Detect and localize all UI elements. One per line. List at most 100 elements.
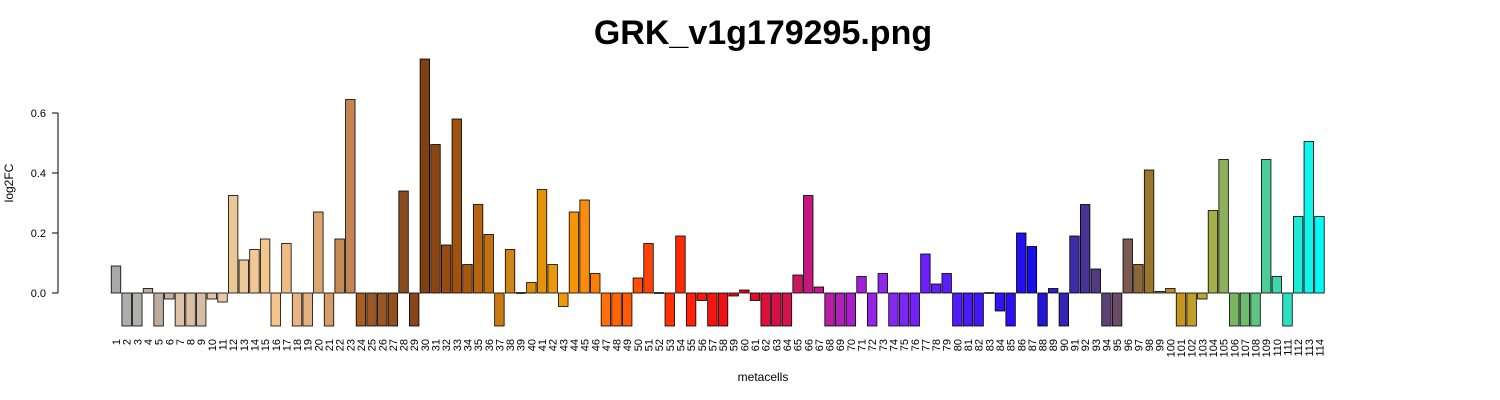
bar-metacell-96 — [1122, 238, 1133, 294]
bar-metacell-75 — [898, 292, 910, 327]
x-tick-label: 56 — [697, 339, 709, 351]
bar-metacell-10 — [206, 292, 218, 300]
bar-metacell-68 — [824, 292, 835, 327]
x-tick-label: 76 — [910, 339, 922, 351]
x-tick-label: 71 — [857, 339, 869, 351]
x-tick-label: 105 — [1219, 339, 1231, 357]
x-tick-label: 74 — [888, 339, 900, 351]
x-tick-label: 70 — [846, 339, 858, 351]
x-tick-label: 57 — [707, 339, 719, 351]
bar-metacell-91 — [1069, 235, 1080, 294]
x-tick-label: 99 — [1155, 339, 1167, 351]
y-axis: 0.0 0.2 0.4 0.6 — [31, 108, 59, 300]
x-tick-label: 43 — [558, 339, 570, 351]
x-tick-label: 38 — [505, 339, 517, 351]
x-tick-label: 34 — [462, 339, 474, 351]
x-tick-label: 98 — [1144, 339, 1156, 351]
bar-metacell-100 — [1165, 288, 1176, 294]
bar-metacell-73 — [877, 273, 888, 294]
bar-metacell-24 — [355, 292, 367, 327]
bar-metacell-5 — [153, 292, 164, 327]
x-tick-label: 101 — [1176, 339, 1188, 357]
x-tick-label: 62 — [761, 339, 773, 351]
x-tick-label: 41 — [537, 339, 549, 351]
bar-metacell-57 — [707, 292, 718, 327]
bar-metacell-107 — [1239, 292, 1251, 327]
bar-metacell-4 — [142, 288, 154, 294]
x-tick-label: 87 — [1027, 339, 1039, 351]
bar-metacell-21 — [323, 292, 335, 327]
bar-metacell-76 — [909, 292, 920, 327]
bar-metacell-105 — [1218, 159, 1229, 294]
x-tick-label: 73 — [878, 339, 890, 351]
x-tick-label: 114 — [1314, 339, 1326, 357]
bar-metacell-83 — [984, 292, 995, 294]
bar-metacell-62 — [760, 292, 771, 327]
bar-metacell-54 — [675, 235, 686, 294]
bar-metacell-44 — [568, 211, 580, 294]
bar-metacell-84 — [994, 292, 1006, 312]
bar-metacell-103 — [1197, 292, 1208, 300]
x-tick-label: 16 — [271, 339, 283, 351]
x-tick-label: 24 — [356, 339, 368, 351]
bar-metacell-90 — [1058, 292, 1069, 327]
x-tick-label: 60 — [739, 339, 751, 351]
x-tick-label: 69 — [835, 339, 847, 351]
x-tick-label: 102 — [1187, 339, 1199, 357]
bar-metacell-27 — [387, 292, 399, 327]
x-tick-label: 30 — [420, 339, 432, 351]
x-axis-label: metacells — [738, 370, 789, 384]
x-tick-label: 96 — [1123, 339, 1135, 351]
x-tick-label: 55 — [686, 339, 698, 351]
x-tick-label: 104 — [1208, 339, 1220, 357]
x-tick-label: 1 — [111, 339, 123, 345]
bar-metacell-108 — [1250, 292, 1261, 327]
bar-metacell-51 — [643, 243, 654, 294]
bar-metacell-18 — [291, 292, 303, 327]
x-tick-label: 6 — [164, 339, 176, 345]
x-tick-label: 89 — [1048, 339, 1060, 351]
x-tick-label: 92 — [1080, 339, 1092, 351]
y-axis-label: log2FC — [2, 163, 16, 202]
bar-metacell-58 — [717, 292, 729, 327]
bar-metacell-102 — [1186, 292, 1197, 327]
x-tick-label: 28 — [399, 339, 411, 351]
x-tick-label: 12 — [228, 339, 240, 351]
x-tick-label: 75 — [899, 339, 911, 351]
x-tick-label: 37 — [494, 339, 506, 351]
x-tick-label: 14 — [249, 339, 261, 351]
bar-metacell-66 — [803, 195, 814, 294]
bar-metacell-78 — [930, 283, 942, 294]
bar-metacell-52 — [654, 292, 665, 294]
bar-metacell-79 — [941, 273, 952, 294]
x-tick-label: 97 — [1133, 339, 1145, 351]
bar-metacell-56 — [696, 292, 707, 301]
x-tick-label: 112 — [1293, 339, 1305, 357]
bar-metacell-93 — [1090, 268, 1101, 294]
bar-metacell-34 — [462, 264, 473, 294]
x-tick-label: 40 — [526, 339, 538, 351]
bar-metacell-25 — [366, 292, 377, 327]
bar-metacell-85 — [1005, 292, 1016, 327]
bar-metacell-60 — [739, 289, 750, 294]
x-tick-label: 67 — [814, 339, 826, 351]
x-tick-label: 52 — [654, 339, 666, 351]
x-tick-labels: 1234567891011121314151617181920212223242… — [111, 339, 1326, 357]
bar-metacell-89 — [1048, 288, 1059, 294]
bar-metacell-43 — [558, 292, 569, 307]
x-tick-label: 110 — [1272, 339, 1284, 357]
x-tick-label: 53 — [665, 339, 677, 351]
bar-metacell-8 — [185, 292, 196, 327]
bar-metacell-101 — [1175, 292, 1187, 327]
x-tick-label: 61 — [750, 339, 762, 351]
bar-metacell-74 — [888, 292, 899, 327]
x-tick-label: 81 — [963, 339, 975, 351]
bar-metacell-97 — [1133, 264, 1144, 294]
x-tick-label: 44 — [569, 339, 581, 351]
bar-metacell-92 — [1080, 204, 1091, 294]
x-tick-label: 80 — [952, 339, 964, 351]
bar-metacell-72 — [867, 292, 878, 327]
bar-metacell-87 — [1026, 246, 1038, 294]
x-tick-label: 5 — [154, 339, 166, 345]
bar-metacell-82 — [973, 292, 984, 327]
